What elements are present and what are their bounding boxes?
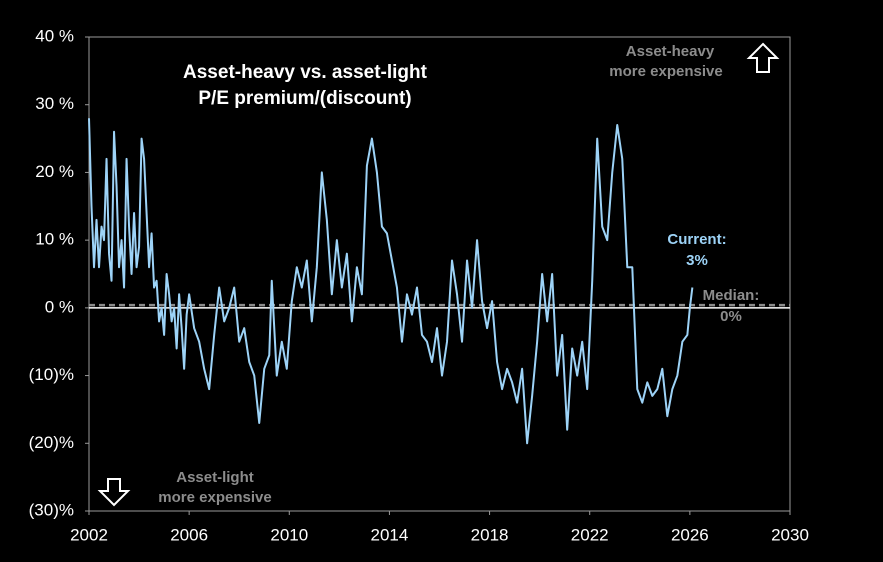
x-tick-label: 2006 xyxy=(170,525,208,544)
annotation: more expensive xyxy=(158,489,271,506)
x-tick-label: 2014 xyxy=(371,525,409,544)
y-tick-label: 20 % xyxy=(35,162,74,181)
annotation: more expensive xyxy=(609,63,722,80)
x-tick-label: 2010 xyxy=(270,525,308,544)
y-tick-label: 30 % xyxy=(35,94,74,113)
median-label: Median: xyxy=(703,287,760,304)
annotation: Asset-light xyxy=(176,469,254,486)
chart-title: Asset-heavy vs. asset-light xyxy=(183,62,428,83)
x-tick-label: 2022 xyxy=(571,525,609,544)
chart-title: P/E premium/(discount) xyxy=(198,88,411,109)
x-tick-label: 2018 xyxy=(471,525,509,544)
y-tick-label: 10 % xyxy=(35,230,74,249)
down-arrow xyxy=(97,478,131,507)
median-label: 0% xyxy=(720,308,742,325)
data-line xyxy=(88,118,694,445)
x-tick-label: 2026 xyxy=(671,525,709,544)
current-label: 3% xyxy=(686,252,708,269)
plot-frame xyxy=(88,36,791,512)
x-tick-label: 2002 xyxy=(70,525,108,544)
y-tick-label: 0 % xyxy=(45,297,74,316)
y-tick-label: (10)% xyxy=(29,365,74,384)
x-tick-label: 2030 xyxy=(771,525,809,544)
up-arrow xyxy=(746,42,780,73)
y-tick-label: (20)% xyxy=(29,433,74,452)
annotation: Asset-heavy xyxy=(626,43,715,60)
y-tick-label: 40 % xyxy=(35,26,74,45)
y-tick-label: (30)% xyxy=(29,500,74,519)
current-label: Current: xyxy=(667,231,726,248)
